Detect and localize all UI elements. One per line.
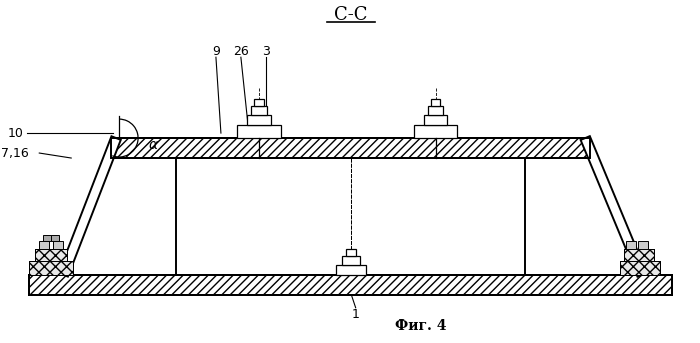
Bar bbox=[29, 275, 672, 295]
Polygon shape bbox=[59, 136, 121, 276]
Bar bbox=[29, 261, 74, 275]
Bar bbox=[29, 275, 672, 295]
Text: С-С: С-С bbox=[334, 6, 368, 24]
Bar bbox=[176, 158, 525, 275]
Bar bbox=[424, 115, 447, 125]
Bar bbox=[430, 99, 440, 106]
Bar bbox=[35, 249, 67, 261]
Text: 3: 3 bbox=[262, 45, 270, 58]
Bar bbox=[620, 261, 660, 275]
Bar bbox=[35, 249, 67, 261]
Bar bbox=[346, 249, 356, 256]
Bar bbox=[43, 235, 51, 241]
Bar bbox=[414, 125, 458, 138]
Bar bbox=[53, 241, 63, 249]
Text: 26: 26 bbox=[233, 45, 248, 58]
Bar bbox=[624, 249, 654, 261]
Bar bbox=[342, 256, 360, 265]
Bar bbox=[111, 138, 590, 158]
Text: Фиг. 4: Фиг. 4 bbox=[395, 319, 447, 333]
Bar bbox=[29, 261, 74, 275]
Text: α: α bbox=[148, 138, 158, 152]
Bar bbox=[251, 106, 267, 115]
Text: 10: 10 bbox=[8, 127, 23, 140]
Bar bbox=[51, 235, 60, 241]
Text: 1: 1 bbox=[351, 308, 360, 321]
Bar bbox=[247, 115, 271, 125]
Bar bbox=[39, 241, 49, 249]
Text: 7,16: 7,16 bbox=[1, 146, 29, 159]
Bar bbox=[620, 261, 660, 275]
Polygon shape bbox=[580, 136, 647, 277]
Bar bbox=[428, 106, 444, 115]
Bar bbox=[254, 99, 264, 106]
Bar bbox=[336, 265, 365, 275]
Bar bbox=[237, 125, 281, 138]
Text: 9: 9 bbox=[212, 45, 220, 58]
Bar bbox=[638, 241, 648, 249]
Bar bbox=[111, 138, 590, 158]
Bar bbox=[624, 249, 654, 261]
Bar bbox=[626, 241, 636, 249]
